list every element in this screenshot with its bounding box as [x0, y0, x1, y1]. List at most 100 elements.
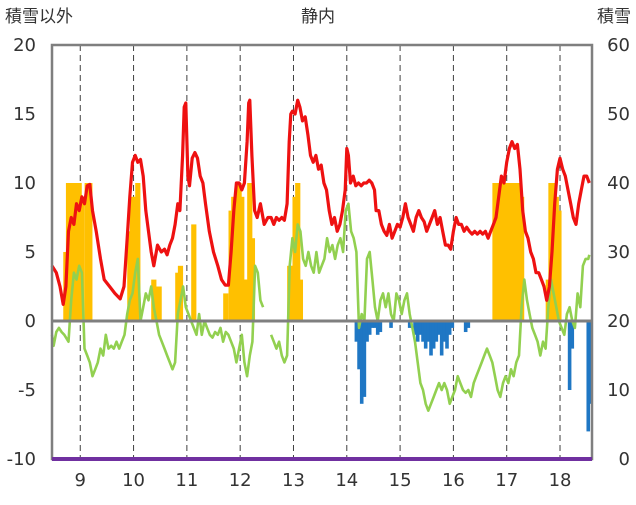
blue-bar [359, 321, 364, 404]
blue-bar [413, 321, 417, 335]
blue-bar [567, 321, 572, 390]
x-tick-label: 10 [122, 470, 145, 491]
blue-bar [437, 321, 441, 335]
blue-bars [354, 321, 592, 432]
blue-bar [375, 321, 380, 335]
right-tick-label: 30 [607, 242, 630, 263]
blue-bar [431, 321, 436, 349]
orange-bar [129, 196, 136, 321]
orange-bar [127, 231, 133, 321]
x-tick-label: 13 [282, 470, 305, 491]
blue-bar [373, 321, 377, 328]
orange-bar [247, 183, 253, 321]
orange-bar [68, 183, 74, 321]
x-tick-label: 15 [389, 470, 412, 491]
orange-bar [553, 196, 559, 321]
orange-bar [295, 183, 301, 321]
left-tick-label: 0 [25, 311, 36, 332]
orange-bar [556, 210, 562, 321]
red-line [50, 98, 591, 306]
x-tick-label: 9 [75, 470, 86, 491]
left-tick-label: 15 [13, 104, 36, 125]
x-tick-label: 11 [175, 470, 198, 491]
orange-bar [84, 183, 90, 321]
orange-bar [73, 183, 80, 321]
left-tick-label: 10 [13, 173, 36, 194]
orange-bar [191, 224, 197, 321]
orange-bar [175, 272, 181, 321]
right-tick-label: 40 [607, 173, 630, 194]
blue-bar [429, 321, 433, 356]
orange-bar [249, 238, 256, 321]
right-tick-label: 50 [607, 104, 630, 125]
grid-layer [79, 45, 561, 459]
frame-layer [50, 43, 594, 461]
orange-bar [497, 183, 503, 321]
right-tick-label: 20 [607, 311, 630, 332]
orange-bar [76, 183, 82, 321]
blue-bar [463, 321, 468, 333]
orange-bar [231, 196, 237, 321]
x-tick-label: 16 [442, 470, 465, 491]
orange-bar [297, 279, 304, 321]
blue-bar [439, 321, 444, 356]
blue-bar [421, 321, 425, 342]
blue-bar [370, 321, 375, 328]
orange-bar [495, 183, 501, 321]
orange-bar [223, 293, 229, 321]
green-line [50, 257, 265, 378]
orange-bar [135, 183, 141, 321]
chart-title: 静内 [301, 7, 335, 27]
x-tick-label: 14 [335, 470, 358, 491]
blue-bar [447, 321, 452, 335]
orange-bars [63, 183, 562, 321]
orange-bar [132, 196, 138, 321]
orange-bar [233, 196, 240, 321]
blue-bar [587, 321, 592, 404]
left-tick-label: 5 [25, 242, 36, 263]
blue-bar [415, 321, 420, 342]
blue-bar [466, 321, 471, 328]
blue-bar [354, 321, 359, 342]
orange-bar [511, 183, 517, 321]
orange-bar [79, 196, 85, 321]
orange-bar [513, 183, 519, 321]
green-line [269, 202, 591, 413]
orange-bar [87, 183, 93, 321]
left-tick-label: -5 [18, 380, 36, 401]
blue-bar [434, 321, 439, 342]
blue-bar [378, 321, 383, 333]
left-tick-label: -10 [7, 449, 36, 470]
blue-bar [367, 321, 372, 335]
blue-bar [418, 321, 423, 335]
orange-bar [156, 286, 162, 321]
right-axis-label: 積雪 [597, 7, 631, 27]
x-tick-label: 18 [549, 470, 572, 491]
orange-bar [236, 183, 242, 321]
orange-bar [500, 183, 506, 321]
orange-bar [289, 265, 296, 321]
orange-bar [71, 183, 77, 321]
orange-bar [503, 183, 509, 321]
orange-bar [519, 196, 525, 321]
blue-bar [357, 321, 361, 370]
blue-bar [570, 321, 575, 349]
orange-bar [177, 265, 184, 321]
orange-bar [505, 183, 511, 321]
blue-bar [426, 321, 431, 342]
orange-bar [244, 279, 250, 321]
orange-bar [153, 286, 160, 321]
blue-bar [365, 321, 369, 342]
orange-bar [292, 196, 298, 321]
orange-bar [241, 279, 248, 321]
blue-bar [407, 321, 412, 328]
orange-bar [508, 183, 514, 321]
orange-bar [551, 183, 557, 321]
orange-bar [239, 196, 245, 321]
left-axis-label: 積雪以外 [5, 7, 73, 27]
blue-bar [362, 321, 367, 397]
blue-bar [445, 321, 449, 349]
right-tick-label: 0 [619, 449, 630, 470]
